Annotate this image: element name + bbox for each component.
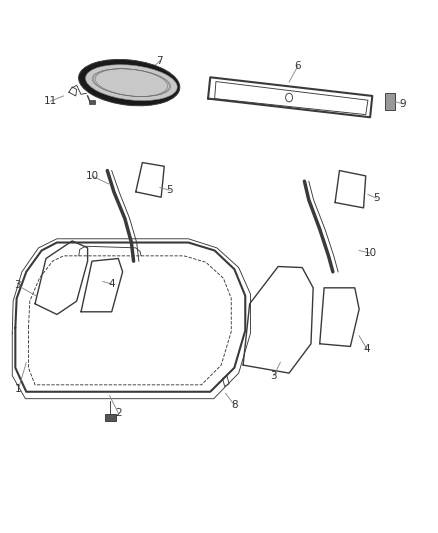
Text: 10: 10 [364, 248, 377, 258]
Text: 7: 7 [156, 56, 163, 66]
Text: 2: 2 [115, 408, 122, 418]
Text: 9: 9 [399, 99, 406, 109]
Bar [105, 414, 116, 421]
Text: 3: 3 [270, 371, 277, 381]
Ellipse shape [85, 64, 177, 101]
Text: 5: 5 [166, 185, 173, 195]
Text: 6: 6 [294, 61, 301, 71]
Ellipse shape [78, 59, 180, 106]
Bar [89, 100, 95, 104]
Text: 4: 4 [108, 279, 115, 289]
Text: 11: 11 [44, 96, 57, 106]
Text: 8: 8 [231, 400, 238, 410]
Text: 4: 4 [364, 344, 371, 354]
Text: 10: 10 [85, 171, 99, 181]
Text: 5: 5 [373, 193, 380, 203]
Text: 3: 3 [14, 280, 21, 290]
Bar [385, 93, 395, 110]
Text: 1: 1 [15, 384, 22, 394]
